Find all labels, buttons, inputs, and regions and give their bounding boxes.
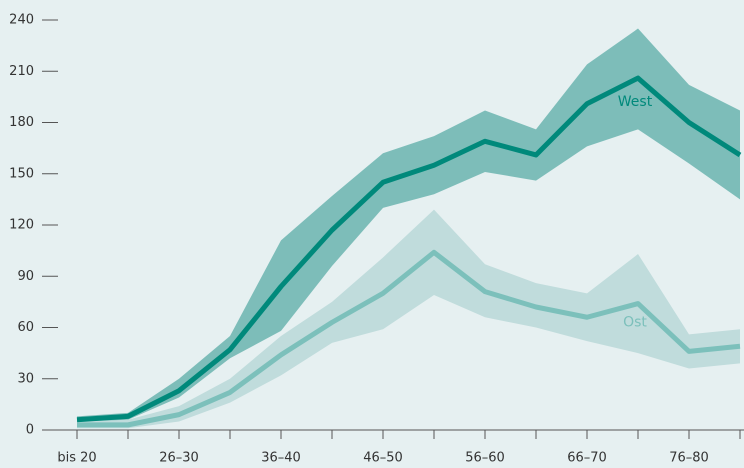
y-tick-label: 240: [9, 13, 34, 28]
x-tick-label: 26–30: [159, 451, 199, 466]
confidence-band: [77, 209, 740, 429]
y-tick-label: 210: [9, 64, 34, 79]
y-tick-label: 120: [9, 218, 34, 233]
y-tick-label: 0: [26, 423, 34, 438]
series-label: Ost: [623, 315, 647, 331]
confidence-band: [77, 28, 740, 424]
y-tick-label: 60: [17, 320, 34, 335]
y-tick-label: 30: [17, 371, 34, 386]
y-tick-label: 180: [9, 115, 34, 130]
line: [76, 75, 742, 423]
x-tick-label: 76–80: [669, 451, 709, 466]
x-tick-label: 36–40: [261, 451, 301, 466]
series-label: West: [618, 94, 653, 110]
line: [77, 249, 741, 428]
y-tick-label: 90: [17, 269, 34, 284]
x-tick-label: 46–50: [363, 451, 403, 466]
x-tick-label: 56–60: [465, 451, 505, 466]
y-tick-label: 150: [9, 166, 34, 181]
x-tick-label: bis 20: [57, 451, 96, 466]
x-tick-label: 66–70: [567, 451, 607, 466]
